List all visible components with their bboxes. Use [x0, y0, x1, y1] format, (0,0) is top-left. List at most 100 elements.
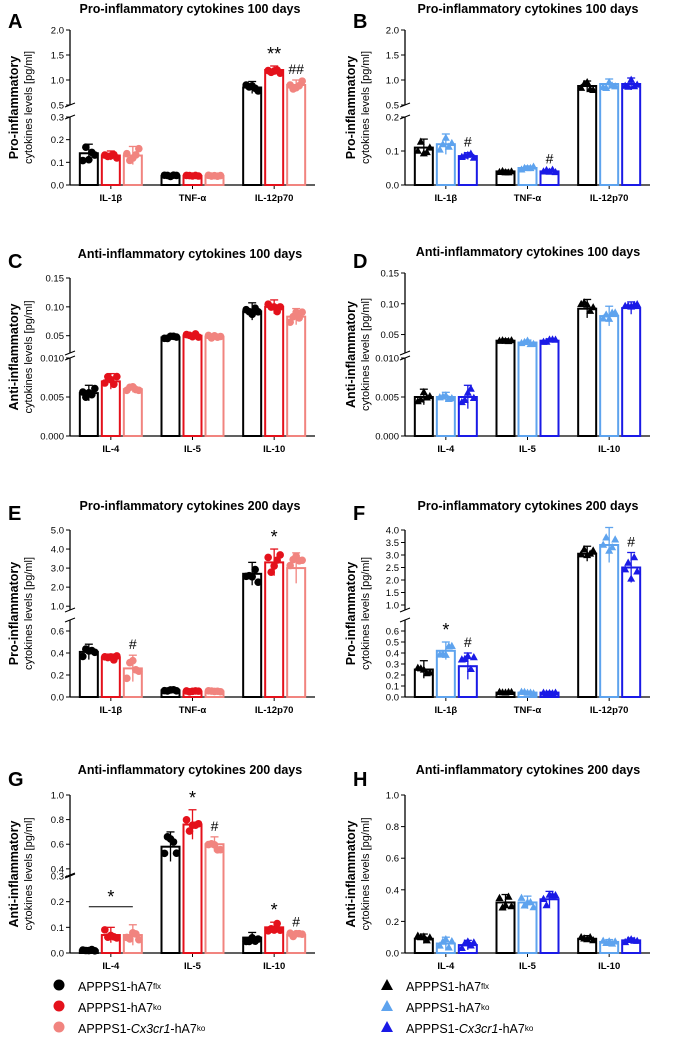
- bar: [122, 388, 143, 438]
- bar: [599, 315, 620, 438]
- data-point: [254, 307, 262, 316]
- y-axis-label: Pro-inflammatory: [344, 56, 358, 160]
- y-tick-label: 0.3: [51, 872, 64, 883]
- black-triangle-marker: [380, 978, 406, 995]
- data-point: [463, 937, 472, 945]
- legend-item: APPPS1-hA7 ko: [52, 997, 205, 1018]
- y-tick-label: 1.0: [51, 76, 64, 87]
- data-point: [495, 893, 504, 901]
- bar: [599, 83, 620, 186]
- data-point: [444, 943, 453, 951]
- y-axis-label: Pro-inflammatory: [344, 562, 358, 666]
- bar: [204, 335, 225, 438]
- panel-title: Anti-inflammatory cytokines 200 days: [78, 763, 302, 777]
- data-point: [101, 926, 109, 934]
- data-point: [251, 565, 259, 574]
- data-point: [435, 941, 444, 949]
- x-tick-label: IL-10: [263, 961, 285, 972]
- y-tick-label: 1.0: [386, 791, 399, 802]
- data-point: [602, 310, 611, 318]
- y-axis-label: Anti-inflammatory: [344, 820, 358, 927]
- data-point: [254, 578, 262, 587]
- data-point: [602, 83, 611, 91]
- data-point: [132, 930, 140, 938]
- data-point: [248, 572, 256, 581]
- legend-sup: ko: [196, 1024, 206, 1033]
- panel-title: Anti-inflammatory cytokines 200 days: [416, 763, 640, 777]
- axis-break: [64, 873, 76, 879]
- legend-italic: Cx3cr1: [458, 1021, 499, 1036]
- data-point: [123, 149, 131, 158]
- data-point: [501, 900, 510, 909]
- y-tick-label: 0.0: [386, 181, 399, 192]
- y-tick-label: 1.0: [51, 602, 64, 613]
- data-point: [435, 145, 444, 153]
- panel-letter: F: [353, 503, 365, 525]
- significance-marker: #: [627, 534, 635, 550]
- significance-marker: **: [267, 44, 281, 64]
- axis-break: [399, 102, 411, 108]
- y-tick-label: 3.0: [386, 551, 399, 562]
- data-point: [169, 838, 178, 846]
- bar: [100, 656, 121, 699]
- bar: [577, 307, 598, 438]
- data-point: [551, 167, 560, 176]
- bar: [599, 544, 620, 698]
- legend-sup: ko: [524, 1024, 534, 1033]
- significance-marker: #: [546, 150, 554, 166]
- data-point: [286, 561, 294, 570]
- y-tick-label: 0.2: [51, 671, 64, 682]
- y-tick-label: 1.5: [51, 51, 64, 62]
- significance-marker: #: [211, 818, 219, 834]
- significance-marker: ##: [288, 61, 304, 77]
- panel-title: Anti-inflammatory cytokines 100 days: [416, 245, 640, 259]
- bar: [264, 305, 285, 437]
- significance-marker: *: [271, 527, 278, 547]
- data-point: [264, 553, 272, 562]
- data-point: [135, 144, 143, 153]
- data-point: [135, 667, 143, 675]
- data-point: [589, 546, 598, 554]
- data-point: [295, 314, 303, 322]
- data-point: [469, 653, 478, 661]
- data-point: [273, 919, 281, 928]
- data-point: [611, 937, 620, 945]
- data-point: [526, 897, 535, 906]
- panel-letter: B: [353, 11, 367, 33]
- significance-marker: #: [464, 634, 472, 650]
- axis-break: [64, 607, 76, 613]
- data-point: [101, 379, 109, 387]
- data-point: [608, 542, 617, 551]
- bar: [182, 334, 203, 438]
- data-point: [463, 651, 472, 660]
- y-tick-label: 0.15: [46, 274, 65, 285]
- bar: [621, 566, 642, 698]
- bar: [242, 86, 263, 186]
- legend-item: APPPS1- Cx3cr1 -hA7 ko: [380, 1018, 533, 1039]
- y-axis-label: cytokines levels [pg/ml]: [23, 817, 35, 930]
- data-point: [633, 80, 642, 88]
- y-tick-label: 0.5: [386, 638, 399, 649]
- data-point: [267, 568, 275, 576]
- legend-italic: Cx3cr1: [130, 1021, 171, 1036]
- data-point: [425, 668, 434, 676]
- data-point: [276, 551, 284, 559]
- data-point: [91, 151, 99, 159]
- bar: [435, 396, 456, 437]
- legend-item: APPPS1-hA7 flx: [52, 976, 205, 997]
- data-point: [599, 540, 608, 548]
- data-point: [605, 546, 614, 554]
- y-tick-label: 0.4: [386, 649, 399, 660]
- data-point: [82, 143, 90, 151]
- data-point: [599, 314, 608, 322]
- bar: [286, 315, 307, 437]
- y-tick-label: 0.0: [386, 949, 399, 960]
- data-point: [466, 149, 475, 157]
- data-point: [216, 687, 225, 696]
- y-tick-label: 0.05: [46, 331, 65, 342]
- data-point: [447, 393, 456, 402]
- data-point: [126, 935, 134, 943]
- data-point: [79, 156, 87, 165]
- data-point: [507, 167, 516, 175]
